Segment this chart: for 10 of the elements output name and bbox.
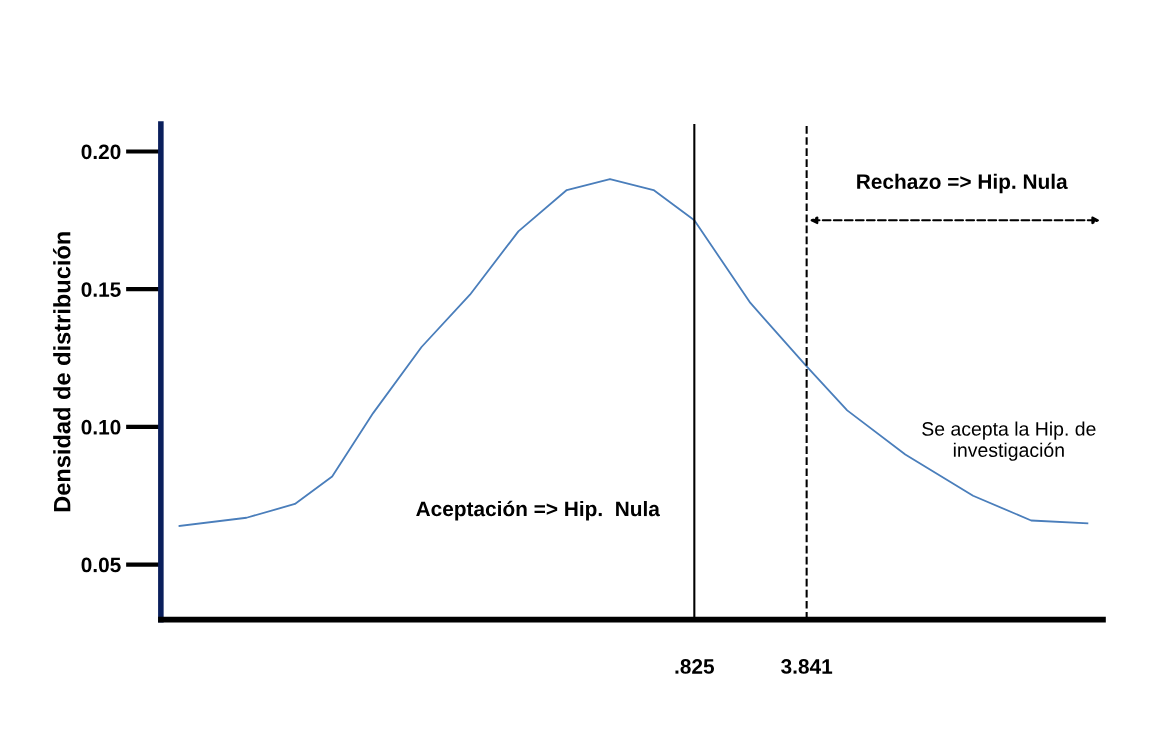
annotation: Aceptación => Hip. Nula xyxy=(416,500,661,521)
y-tick-label: 0.15 xyxy=(81,282,121,297)
annotation: Se acepta la Hip. de investigación xyxy=(922,421,1096,461)
y-tick-label: 0.20 xyxy=(81,144,121,160)
x-tick-label: 3.841 xyxy=(781,659,833,674)
x-tick-label: .825 xyxy=(675,659,715,674)
y-tick-label: 0.10 xyxy=(81,419,121,435)
y-axis-title: Densidad de distribución xyxy=(52,232,71,512)
y-tick-label: 0.05 xyxy=(81,557,121,573)
annotation: Rechazo => Hip. Nula xyxy=(857,173,1068,194)
